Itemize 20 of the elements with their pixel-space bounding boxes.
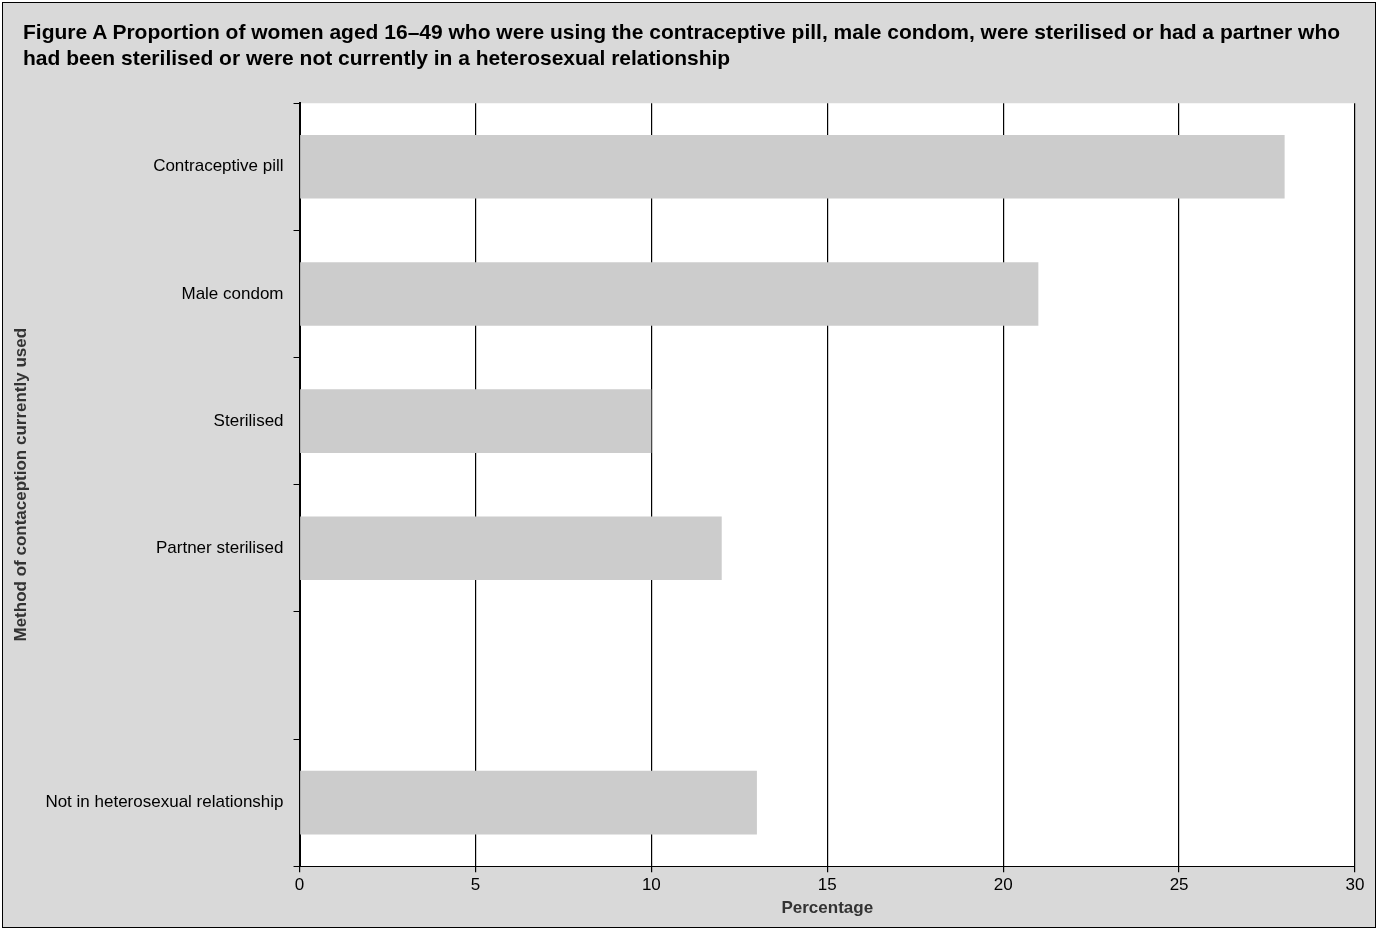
bar: [300, 134, 1285, 199]
x-axis-title: Percentage: [781, 898, 874, 918]
x-tick-label: 30: [1345, 875, 1365, 895]
bar: [300, 389, 652, 453]
y-tick-label: Not in heterosexual relationship: [45, 792, 284, 812]
bar: [300, 262, 1039, 326]
x-tick-label: 0: [294, 875, 305, 895]
y-tick-label: Sterilised: [213, 410, 284, 430]
bar: [300, 516, 722, 581]
y-tick-label: Contraceptive pill: [153, 156, 284, 176]
x-tick-label: 15: [817, 875, 837, 895]
x-tick-label: 10: [641, 875, 661, 895]
x-tick-label: 20: [993, 875, 1013, 895]
bar: [300, 770, 757, 835]
y-axis-title: Method of contaception currently used: [10, 327, 30, 642]
y-tick-label: Partner sterilised: [155, 537, 284, 557]
x-tick-label: 25: [1169, 875, 1189, 895]
x-tick-label: 5: [470, 875, 481, 895]
y-tick-label: Male condom: [181, 283, 284, 303]
chart-title: Figure A Proportion of women aged 16–49 who were using the contraceptive pill, male condom, were sterilised or had a partner who had been sterilised or were not currently in a heterosexual relationship: [23, 19, 1342, 71]
